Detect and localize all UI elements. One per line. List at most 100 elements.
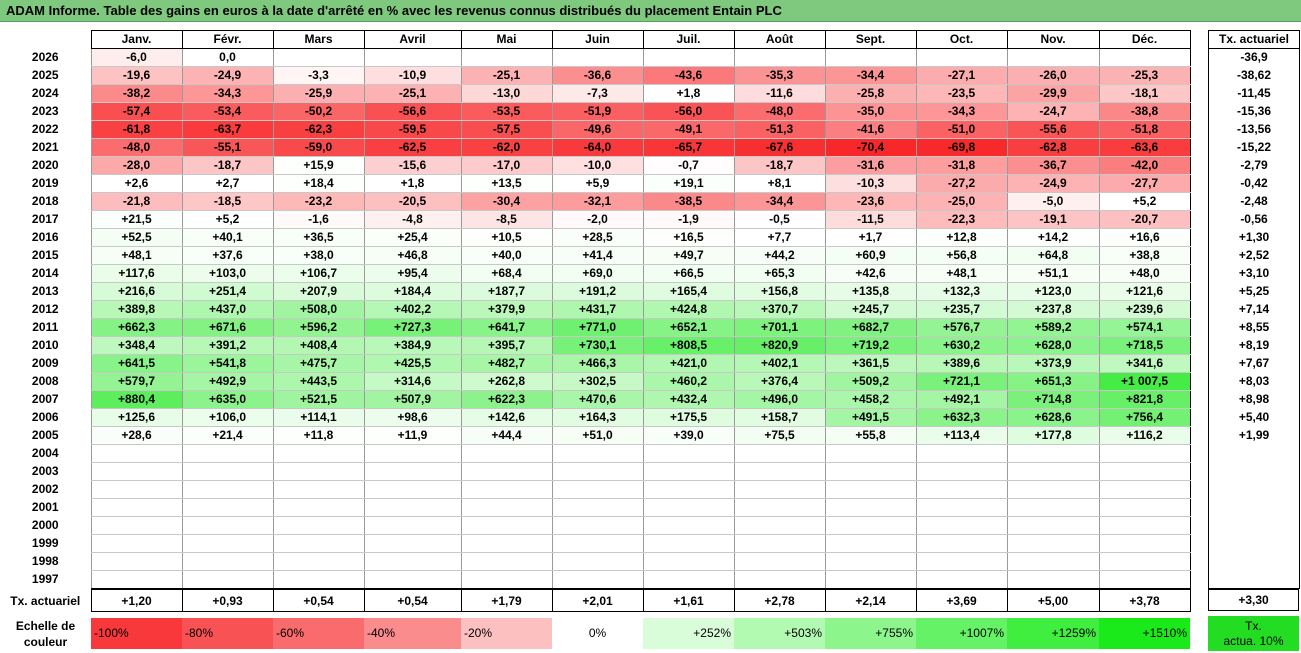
gain-cell: +15,9	[272, 156, 365, 175]
table-row: 2011 +662,3 +671,6 +596,2 +727,3 +641,7 +771,0…	[0, 318, 1191, 337]
gain-cell: -38,8	[1098, 102, 1191, 121]
actuarial-row: +8,55	[1208, 318, 1300, 337]
gain-cell: +251,4	[181, 282, 274, 301]
color-scale-swatch: -80%	[182, 618, 273, 649]
actuarial-rate-cell: -0,56	[1208, 210, 1300, 229]
month-header: Févr.	[181, 30, 274, 49]
gain-cell: +443,5	[272, 372, 365, 391]
gain-cell: +721,1	[915, 372, 1008, 391]
gain-cell: -55,1	[181, 138, 274, 157]
gain-cell: +2,6	[90, 174, 183, 193]
gains-table: Janv. Févr. Mars Avril Mai Juin Juil. Août Sept.…	[0, 30, 1191, 589]
gain-cell	[1098, 552, 1191, 571]
gain-cell	[363, 552, 462, 571]
gain-cell: -5,0	[1006, 192, 1100, 211]
gain-cell	[824, 462, 917, 481]
gain-cell: +628,6	[1006, 408, 1100, 427]
gain-cell: +492,9	[181, 372, 274, 391]
gain-cell: -10,3	[824, 174, 917, 193]
gain-cell	[733, 48, 826, 67]
color-scale-label-line1: Echelle de	[15, 619, 76, 633]
gain-cell: +509,2	[824, 372, 917, 391]
gain-cell	[460, 570, 553, 589]
gain-cell: -49,1	[642, 120, 735, 139]
actuarial-rate-cell: +3,10	[1208, 264, 1300, 283]
gain-cell: +5,2	[181, 210, 274, 229]
monthly-actuarial-rate-row: Tx. actuariel +1,20 +0,93 +0,54 +0,54 +1,79 +2…	[0, 589, 1191, 612]
gain-cell: +235,7	[915, 300, 1008, 319]
gain-cell: +16,5	[642, 228, 735, 247]
gain-cell: +652,1	[642, 318, 735, 337]
year-label: 1997	[31, 572, 59, 586]
gain-cell	[915, 534, 1008, 553]
table-row: 2021 -48,0 -55,1 -59,0 -62,5 -62,0 -64,0 -65,7-…	[0, 138, 1191, 157]
gain-cell: -42,0	[1098, 156, 1191, 175]
gain-cell: +408,4	[272, 336, 365, 355]
gain-cell	[642, 498, 735, 517]
gain-cell: +437,0	[181, 300, 274, 319]
table-row: 2003	[0, 462, 1191, 481]
gain-cell: -0,5	[733, 210, 826, 229]
gain-cell: -4,8	[363, 210, 462, 229]
gain-cell: -25,9	[272, 84, 365, 103]
gain-cell: +125,6	[90, 408, 183, 427]
gain-cell	[1006, 462, 1100, 481]
actuarial-rate-cell: +1,30	[1208, 228, 1300, 247]
gain-cell	[733, 444, 826, 463]
gain-cell	[181, 444, 274, 463]
actuarial-rate-cell: +8,55	[1208, 318, 1300, 337]
table-row: 2000	[0, 516, 1191, 535]
gain-cell	[181, 534, 274, 553]
gain-cell	[90, 498, 183, 517]
actuarial-rate-cell: +7,14	[1208, 300, 1300, 319]
gain-cell: -18,1	[1098, 84, 1191, 103]
gain-cell	[1006, 444, 1100, 463]
gain-cell: +13,5	[460, 174, 553, 193]
year-label: 1999	[31, 536, 59, 550]
gain-cell: +11,9	[363, 426, 462, 445]
gain-cell: -38,2	[90, 84, 183, 103]
actuarial-rate-cell: +5,25	[1208, 282, 1300, 301]
gain-cell	[824, 570, 917, 589]
gain-cell: -25,1	[460, 66, 553, 85]
gain-cell	[915, 480, 1008, 499]
monthly-actuarial-label: Tx. actuariel	[10, 593, 81, 608]
gain-cell	[915, 498, 1008, 517]
color-scale-swatch: -100%	[91, 618, 182, 649]
gain-cell	[1006, 48, 1100, 67]
gain-cell	[460, 444, 553, 463]
color-scale-label: Echelle de couleur	[0, 616, 91, 653]
gain-cell	[460, 552, 553, 571]
gain-cell: -65,7	[642, 138, 735, 157]
gain-cell: -31,8	[915, 156, 1008, 175]
gain-cell	[90, 534, 183, 553]
actuarial-rate-cell	[1208, 498, 1300, 517]
gain-cell: +12,8	[915, 228, 1008, 247]
table-row: 2019 +2,6 +2,7 +18,4 +1,8 +13,5 +5,9 +19,1 +8,1-…	[0, 174, 1191, 193]
gain-cell: -67,6	[733, 138, 826, 157]
gain-cell	[733, 498, 826, 517]
year-label: 2009	[31, 356, 59, 370]
table-row: 2023 -57,4 -53,4 -50,2 -56,6 -53,5 -51,9 -56,0-…	[0, 102, 1191, 121]
actuarial-row: +7,67	[1208, 354, 1300, 373]
gain-cell	[272, 498, 365, 517]
gain-cell	[1006, 552, 1100, 571]
gain-cell: +432,4	[642, 390, 735, 409]
actuarial-row: +8,03	[1208, 372, 1300, 391]
year-label: 2021	[31, 140, 59, 154]
gain-cell: -10,0	[551, 156, 644, 175]
table-row: 2009 +641,5 +541,8 +475,7 +425,5 +482,7 +466,3…	[0, 354, 1191, 373]
gain-cell: -25,8	[824, 84, 917, 103]
gain-cell: +402,1	[733, 354, 826, 373]
gain-cell: +106,7	[272, 264, 365, 283]
gain-cell: +5,9	[551, 174, 644, 193]
actuarial-row: -38,62	[1208, 66, 1300, 85]
gain-cell: +191,2	[551, 282, 644, 301]
gain-cell: +44,4	[460, 426, 553, 445]
gain-cell	[551, 552, 644, 571]
gain-cell: +121,6	[1098, 282, 1191, 301]
gain-cell: -7,3	[551, 84, 644, 103]
title-bar: ADAM Informe. Table des gains en euros à…	[0, 0, 1301, 22]
gain-cell: +135,8	[824, 282, 917, 301]
actuarial-row: -13,56	[1208, 120, 1300, 139]
